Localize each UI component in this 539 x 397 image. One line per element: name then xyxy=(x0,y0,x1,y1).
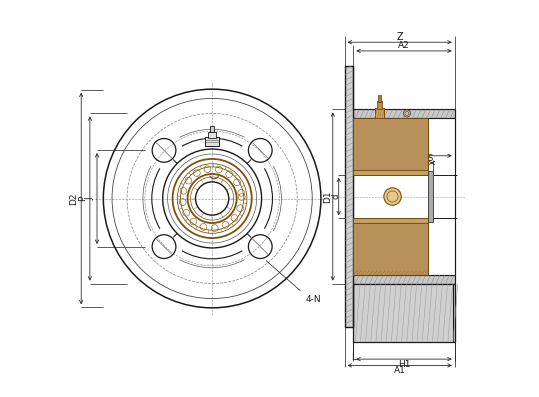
Bar xyxy=(354,218,428,223)
Bar xyxy=(210,126,214,133)
Text: B: B xyxy=(401,146,407,156)
Bar xyxy=(354,283,454,342)
Text: L: L xyxy=(351,353,356,362)
Text: D2: D2 xyxy=(68,192,78,205)
Bar xyxy=(377,101,382,109)
Bar xyxy=(378,95,381,102)
Text: D1: D1 xyxy=(323,190,333,203)
Text: S: S xyxy=(427,154,433,163)
Bar xyxy=(354,118,428,175)
Text: A1: A1 xyxy=(393,366,405,375)
Bar xyxy=(205,137,219,146)
Circle shape xyxy=(384,188,401,205)
Text: 4-N: 4-N xyxy=(266,261,321,304)
Text: d: d xyxy=(331,194,340,199)
Bar xyxy=(375,108,384,118)
Text: J: J xyxy=(85,197,94,200)
Circle shape xyxy=(403,110,411,117)
Bar xyxy=(453,283,454,342)
Bar xyxy=(208,132,216,138)
Text: H1: H1 xyxy=(398,360,410,369)
Bar xyxy=(354,170,428,175)
Text: A2: A2 xyxy=(398,41,410,50)
Bar xyxy=(354,275,454,283)
Text: Z: Z xyxy=(396,32,403,42)
Text: P: P xyxy=(78,196,87,201)
Bar xyxy=(344,66,354,327)
Bar xyxy=(428,171,433,222)
Bar xyxy=(354,218,428,275)
Bar xyxy=(354,110,454,118)
